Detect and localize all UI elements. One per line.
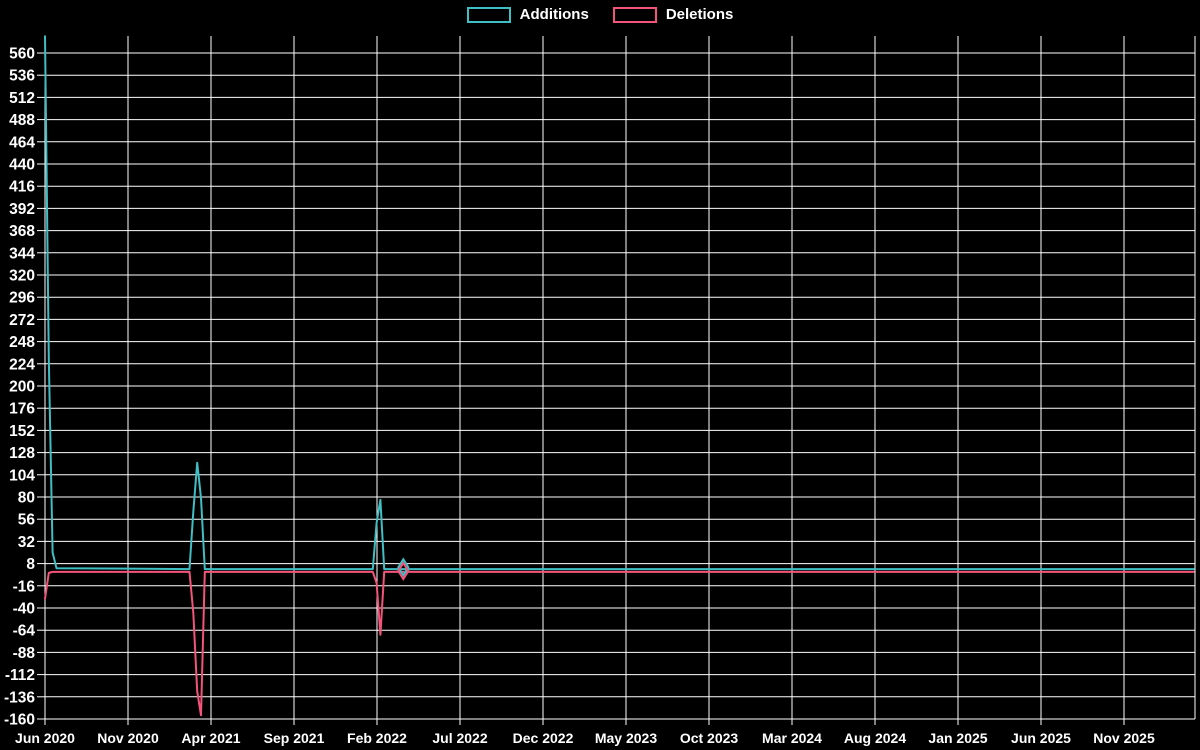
- y-tick-label: -136: [4, 689, 35, 706]
- additions-line: [44, 35, 1195, 571]
- y-tick-label: 488: [9, 112, 35, 129]
- legend-item-additions: Additions: [466, 6, 589, 23]
- y-tick-label: 200: [9, 379, 35, 396]
- y-tick-label: 440: [9, 157, 35, 174]
- y-tick-label: 248: [9, 334, 35, 351]
- y-tick-label: 104: [9, 467, 35, 484]
- y-tick-label: -64: [13, 623, 36, 640]
- additions-legend-label: Additions: [519, 6, 589, 23]
- y-tick-label: 128: [9, 445, 35, 462]
- y-tick-label: 296: [9, 290, 35, 307]
- y-tick-label: -40: [13, 601, 35, 618]
- y-tick-label: 368: [9, 223, 35, 240]
- x-tick-label: Jan 2025: [928, 730, 987, 746]
- y-tick-label: 176: [9, 401, 35, 418]
- chart-legend: Additions Deletions: [0, 6, 1200, 23]
- x-tick-label: Jun 2025: [1011, 730, 1071, 746]
- y-tick-label: 152: [9, 423, 35, 440]
- deletions-line: [44, 570, 1195, 717]
- deletions-point-marker: [397, 561, 410, 581]
- y-tick-label: -16: [13, 578, 36, 595]
- y-tick-label: 512: [9, 90, 35, 107]
- deletions-swatch-icon: [612, 6, 657, 23]
- x-tick-label: Aug 2024: [844, 730, 906, 746]
- y-tick-label: 392: [9, 201, 35, 218]
- y-tick-label: 80: [18, 490, 35, 507]
- x-tick-label: Nov 2020: [97, 730, 159, 746]
- y-tick-label: -88: [13, 645, 36, 662]
- y-tick-label: -160: [4, 712, 35, 729]
- additions-point-marker: [397, 557, 410, 578]
- x-tick-label: Dec 2022: [513, 730, 574, 746]
- x-tick-label: Jul 2022: [432, 730, 487, 746]
- x-tick-label: Jun 2020: [15, 730, 75, 746]
- y-tick-label: 32: [18, 534, 35, 551]
- x-tick-label: Sep 2021: [264, 730, 325, 746]
- y-tick-label: -112: [5, 667, 35, 684]
- x-tick-label: Mar 2024: [762, 730, 822, 746]
- x-tick-label: Oct 2023: [680, 730, 739, 746]
- y-tick-label: 224: [9, 356, 35, 373]
- x-tick-label: Feb 2022: [347, 730, 407, 746]
- y-tick-label: 8: [26, 556, 35, 573]
- y-tick-label: 272: [9, 312, 35, 329]
- legend-item-deletions: Deletions: [612, 6, 734, 23]
- deletions-legend-label: Deletions: [665, 6, 734, 23]
- y-tick-label: 536: [9, 68, 35, 85]
- y-tick-label: 416: [9, 179, 35, 196]
- x-tick-label: May 2023: [595, 730, 657, 746]
- x-tick-label: Nov 2025: [1093, 730, 1155, 746]
- additions-swatch-icon: [466, 6, 511, 23]
- y-tick-label: 560: [9, 46, 35, 63]
- y-tick-label: 344: [9, 245, 35, 262]
- y-tick-label: 320: [9, 268, 35, 285]
- y-tick-label: 56: [18, 512, 36, 529]
- y-tick-label: 464: [9, 134, 35, 151]
- x-tick-label: Apr 2021: [181, 730, 240, 746]
